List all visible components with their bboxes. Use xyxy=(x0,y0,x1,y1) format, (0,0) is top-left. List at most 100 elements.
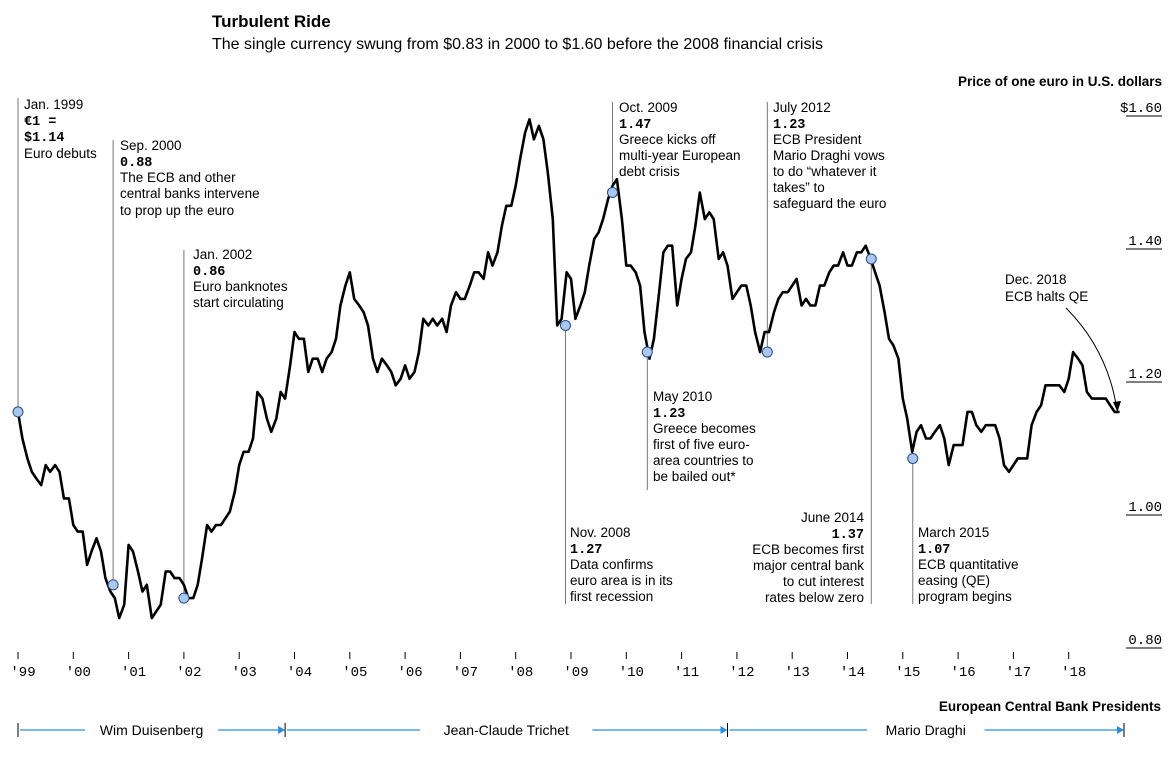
x-tick-label: '03 xyxy=(232,665,257,681)
annotation-may2010: May 2010 1.23 Greece becomes first of fi… xyxy=(653,389,756,484)
x-tick-label: '09 xyxy=(563,665,588,681)
annotation-text: ECB becomes first xyxy=(752,542,864,557)
annotation-text: multi-year European xyxy=(619,148,741,163)
annotation-nov2008: Nov. 2008 1.27 Data confirms euro area i… xyxy=(570,525,673,604)
annotation-value: 1.47 xyxy=(619,118,651,133)
annotation-leader-lines xyxy=(17,98,914,604)
annotation-value: 1.07 xyxy=(918,543,950,558)
x-tick-label: '14 xyxy=(840,665,865,681)
annotation-text: Euro debuts xyxy=(24,146,97,161)
annotation-text: be bailed out* xyxy=(653,469,736,484)
annotation-value: €1 = xyxy=(24,115,56,130)
annotation-value: 0.88 xyxy=(120,156,152,171)
annotation-text: to do “whatever it xyxy=(773,164,877,179)
x-tick-label: '01 xyxy=(121,665,146,681)
event-marker xyxy=(865,253,877,265)
president-term-arrowhead-icon xyxy=(1117,726,1124,734)
chart-subtitle: The single currency swung from $0.83 in … xyxy=(212,36,824,53)
x-axis: '99 '00 '01 '02 '03 '04 '05 '06 '07 '08 '09 '10 '11 '… xyxy=(10,652,1086,681)
x-tick-label: '17 xyxy=(1006,665,1031,681)
event-marker xyxy=(559,319,571,331)
annotation-date: Oct. 2009 xyxy=(619,100,678,115)
event-marker xyxy=(12,406,24,418)
annotation-text: central banks intervene xyxy=(120,186,260,201)
annotation-text: takes” to xyxy=(773,180,825,195)
event-marker xyxy=(606,186,618,198)
annotation-text: debt crisis xyxy=(619,164,680,179)
x-tick-label: '08 xyxy=(508,665,533,681)
president-name: Jean-Claude Trichet xyxy=(444,722,569,738)
presidents-timeline: Wim Duisenberg Jean-Claude Trichet Mario D… xyxy=(17,722,1125,738)
annotation-text: major central bank xyxy=(753,558,864,573)
president-term-arrowhead-icon xyxy=(720,726,728,734)
x-tick-label: '04 xyxy=(287,665,312,681)
x-tick-label: '15 xyxy=(895,665,920,681)
event-markers xyxy=(12,186,919,604)
x-tick-label: '13 xyxy=(785,665,810,681)
annotation-text: ECB halts QE xyxy=(1005,289,1088,304)
president-name: Wim Duisenberg xyxy=(100,722,203,738)
x-tick-label: '06 xyxy=(397,665,422,681)
annotation-value: 1.23 xyxy=(653,407,685,422)
annotation-text: area countries to xyxy=(653,453,754,468)
y-tick-label: 1.00 xyxy=(1128,500,1162,516)
annotation-date: Sep. 2000 xyxy=(120,138,182,153)
annotation-text: start circulating xyxy=(193,295,284,310)
annotation-oct2009: Oct. 2009 1.47 Greece kicks off multi-ye… xyxy=(619,100,741,179)
annotation-value: 1.37 xyxy=(832,528,864,543)
x-tick-label: '11 xyxy=(674,665,699,681)
annotation-jun2014: June 2014 1.37 ECB becomes first major c… xyxy=(752,510,864,605)
event-marker xyxy=(641,346,653,358)
annotation-text: Mario Draghi vows xyxy=(773,148,885,163)
annotation-jul2012: July 2012 1.23 ECB President Mario Dragh… xyxy=(773,100,886,211)
annotation-date: June 2014 xyxy=(801,510,865,525)
annotation-date: March 2015 xyxy=(918,525,989,540)
annotation-text: to prop up the euro xyxy=(120,203,234,218)
presidents-title: European Central Bank Presidents xyxy=(939,699,1161,714)
x-tick-label: '18 xyxy=(1061,665,1086,681)
annotation-date: Jan. 1999 xyxy=(24,97,83,112)
annotation-date: July 2012 xyxy=(773,100,831,115)
annotation-text: first of five euro- xyxy=(653,437,750,452)
annotation-text: Data confirms xyxy=(570,557,654,572)
annotation-jan2002: Jan. 2002 0.86 Euro banknotes start circ… xyxy=(193,247,288,310)
x-tick-label: '12 xyxy=(729,665,754,681)
x-tick-label: '00 xyxy=(66,665,91,681)
x-tick-label: '07 xyxy=(453,665,478,681)
event-marker xyxy=(178,592,190,604)
x-tick-label: '05 xyxy=(342,665,367,681)
annotation-text: ECB President xyxy=(773,132,862,147)
y-gridlines: $1.60 1.40 1.20 1.00 0.80 xyxy=(1120,101,1162,649)
annotation-date: Jan. 2002 xyxy=(193,247,252,262)
annotation-text: program begins xyxy=(918,589,1012,604)
x-tick-label: '02 xyxy=(176,665,201,681)
annotation-text: rates below zero xyxy=(765,590,864,605)
annotation-date: May 2010 xyxy=(653,389,712,404)
annotation-text: easing (QE) xyxy=(918,573,990,588)
y-axis-unit-label: Price of one euro in U.S. dollars xyxy=(957,74,1162,89)
annotation-dec2018: Dec. 2018 ECB halts QE xyxy=(1005,272,1121,412)
annotation-value: 1.27 xyxy=(570,543,602,558)
annotation-text: safeguard the euro xyxy=(773,196,886,211)
annotation-value: 0.86 xyxy=(193,265,225,280)
event-marker xyxy=(107,579,119,591)
series-line-eurusd xyxy=(16,118,1120,620)
president-name: Mario Draghi xyxy=(886,722,966,738)
annotation-value: 1.23 xyxy=(773,118,805,133)
x-tick-label: '99 xyxy=(10,665,35,681)
annotation-jan1999: Jan. 1999 €1 = $1.14 Euro debuts xyxy=(24,97,97,161)
y-tick-label: $1.60 xyxy=(1120,101,1162,117)
x-tick-label: '16 xyxy=(950,665,975,681)
dec2018-arrowhead-icon xyxy=(1113,401,1121,412)
dec2018-arrow xyxy=(1065,307,1118,411)
annotation-text: Euro banknotes xyxy=(193,279,288,294)
annotation-text: first recession xyxy=(570,589,653,604)
annotation-date: Nov. 2008 xyxy=(570,525,631,540)
y-tick-label: 1.40 xyxy=(1128,234,1162,250)
y-tick-label: 1.20 xyxy=(1128,367,1162,383)
annotation-text: ECB quantitative xyxy=(918,557,1019,572)
annotation-text: euro area is in its xyxy=(570,573,673,588)
annotation-mar2015: March 2015 1.07 ECB quantitative easing … xyxy=(918,525,1019,604)
annotation-text: to cut interest xyxy=(783,574,864,589)
